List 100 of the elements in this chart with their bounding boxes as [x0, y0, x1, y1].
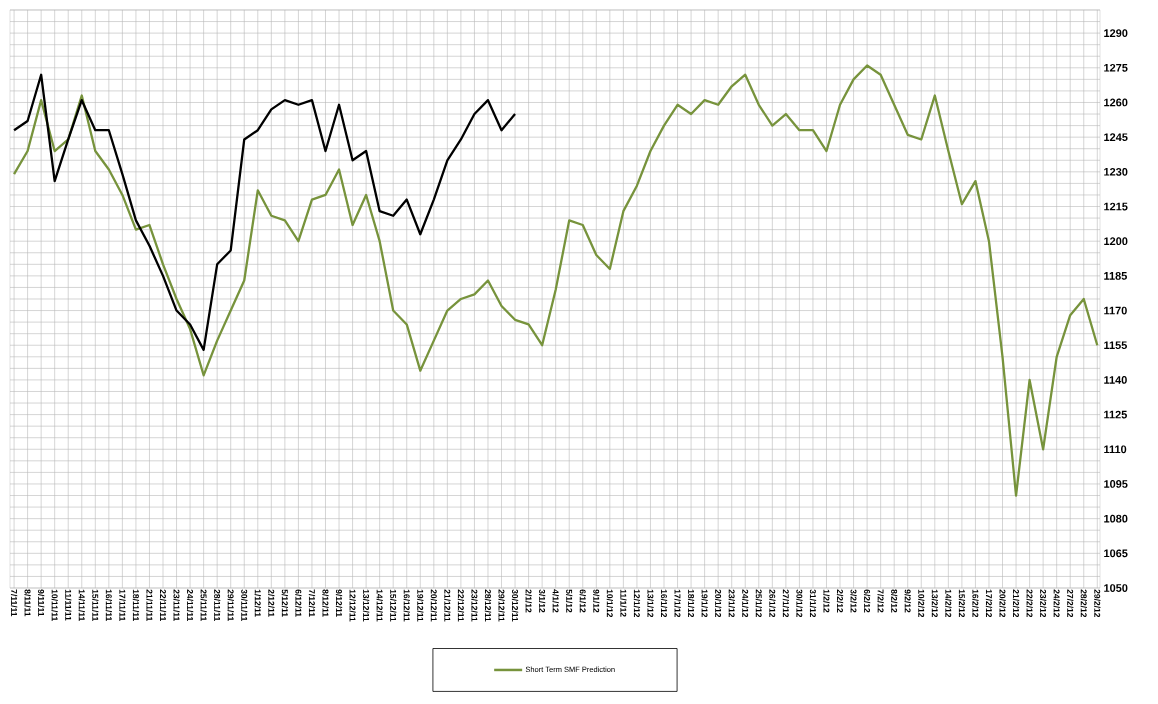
- y-tick-label: 1080: [1104, 514, 1128, 523]
- x-tick-label: 17/11/11: [119, 589, 126, 621]
- x-tick-label: 6/12/11: [295, 589, 302, 617]
- x-tick-label: 14/11/11: [78, 589, 85, 621]
- x-tick-label: 12/1/12: [633, 589, 641, 618]
- y-tick-label: 1110: [1104, 445, 1127, 454]
- x-tick-label: 9/1/12: [593, 589, 600, 613]
- x-tick-label: 1/12/11: [254, 589, 261, 617]
- x-tick-label: 31/1/12: [809, 589, 817, 618]
- x-tick-label: 27/2/12: [1067, 589, 1074, 618]
- y-tick-label: 1245: [1104, 133, 1128, 142]
- y-tick-label: 1170: [1104, 306, 1127, 315]
- x-tick-label: 15/12/11: [390, 589, 397, 622]
- x-tick-label: 8/2/12: [891, 589, 898, 613]
- x-tick-label: 25/1/12: [755, 589, 762, 618]
- x-tick-label: 3/1/12: [538, 589, 546, 613]
- x-tick-label: 11/11/11: [65, 589, 72, 621]
- x-tick-label: 16/11/11: [105, 589, 112, 621]
- x-tick-label: 30/12/11: [511, 589, 519, 622]
- x-tick-label: 16/12/11: [403, 589, 410, 622]
- x-tick-label: 20/2/12: [999, 589, 1006, 618]
- x-tick-label: 22/2/12: [1026, 589, 1033, 618]
- x-tick-label: 4/1/12: [552, 589, 559, 613]
- x-tick-label: 13/1/12: [647, 589, 654, 618]
- x-tick-label: 14/12/11: [376, 589, 383, 622]
- x-tick-label: 24/1/12: [742, 589, 749, 618]
- x-tick-label: 24/2/12: [1053, 589, 1060, 618]
- x-tick-label: 24/11/11: [186, 589, 194, 621]
- x-tick-label: 6/1/12: [579, 589, 586, 613]
- y-tick-label: 1230: [1104, 167, 1128, 176]
- x-tick-label: 10/11/11: [51, 589, 58, 621]
- y-tick-label: 1275: [1104, 63, 1128, 72]
- line-series: [12, 64, 1099, 497]
- y-tick-label: 1200: [1104, 237, 1128, 246]
- x-tick-label: 17/1/12: [674, 589, 681, 618]
- y-tick-label: 1290: [1104, 29, 1128, 37]
- x-tick-label: 9/12/11: [335, 589, 343, 617]
- y-tick-label: 1185: [1104, 272, 1127, 280]
- x-tick-label: 14/2/12: [945, 589, 952, 618]
- x-tick-label: 9/11/11: [37, 589, 45, 617]
- x-tick-label: 23/11/11: [173, 589, 180, 621]
- y-tick-label: 1140: [1104, 376, 1127, 384]
- x-tick-label: 2/12/11: [268, 589, 275, 617]
- x-tick-label: 6/2/12: [863, 589, 871, 613]
- x-tick-label: 10/2/12: [918, 589, 925, 618]
- x-tick-label: 28/2/12: [1080, 589, 1087, 618]
- x-tick-label: 21/2/12: [1012, 589, 1020, 618]
- x-tick-label: 7/11/11: [10, 589, 18, 617]
- x-tick-label: 5/1/12: [566, 589, 573, 613]
- x-tick-label: 18/1/12: [687, 589, 695, 618]
- x-tick-label: 8/11/11: [24, 589, 31, 617]
- x-tick-label: 13/2/12: [931, 589, 938, 618]
- x-tick-label: 13/12/11: [362, 589, 370, 622]
- line-series: [12, 73, 517, 352]
- x-tick-label: 1/2/12: [823, 589, 830, 613]
- x-tick-label: 29/2/12: [1094, 589, 1101, 618]
- x-tick-label: 29/12/11: [498, 589, 505, 622]
- x-tick-label: 7/12/11: [308, 589, 316, 617]
- y-tick-label: 1125: [1104, 410, 1127, 419]
- x-tick-label: 9/2/12: [904, 589, 911, 613]
- y-tick-label: 1065: [1104, 549, 1128, 558]
- y-tick-label: 1215: [1104, 202, 1128, 211]
- x-tick-label: 19/12/11: [417, 589, 424, 622]
- x-tick-label: 26/1/12: [769, 589, 776, 618]
- x-tick-label: 2/1/12: [525, 589, 532, 613]
- x-tick-label: 23/1/12: [728, 589, 735, 618]
- x-tick-label: 22/11/11: [159, 589, 167, 621]
- x-tick-label: 8/12/11: [322, 589, 329, 617]
- x-tick-label: 29/11/11: [227, 589, 234, 621]
- x-tick-label: 21/12/11: [444, 589, 451, 622]
- x-tick-label: 28/12/11: [484, 589, 492, 622]
- x-tick-label: 3/2/12: [850, 589, 857, 613]
- y-tick-label: 1260: [1104, 98, 1128, 107]
- x-tick-label: 30/11/11: [241, 589, 248, 621]
- x-tick-label: 5/12/11: [281, 589, 289, 617]
- x-tick-label: 23/12/11: [471, 589, 478, 622]
- x-tick-label: 15/2/12: [958, 589, 966, 618]
- y-tick-label: 1095: [1104, 480, 1128, 488]
- x-tick-label: 2/2/12: [836, 589, 844, 613]
- x-tick-label: 22/12/11: [457, 589, 465, 622]
- x-tick-label: 17/2/12: [985, 589, 993, 618]
- y-tick-label: 1050: [1104, 584, 1128, 592]
- x-tick-label: 25/11/11: [200, 589, 207, 621]
- x-tick-label: 7/2/12: [877, 589, 884, 613]
- x-tick-label: 10/1/12: [606, 589, 613, 618]
- x-tick-label: 12/12/11: [349, 589, 356, 622]
- x-tick-label: 19/1/12: [701, 589, 708, 618]
- y-tick-label: 1155: [1104, 341, 1127, 350]
- x-tick-label: 28/11/11: [214, 589, 221, 621]
- x-tick-label: 21/11/11: [146, 589, 153, 621]
- x-tick-label: 30/1/12: [796, 589, 803, 618]
- x-tick-label: 18/11/11: [132, 589, 140, 621]
- x-tick-label: 27/1/12: [782, 589, 790, 618]
- x-tick-label: 11/1/12: [620, 589, 627, 617]
- x-tick-label: 20/1/12: [715, 589, 722, 618]
- x-tick-label: 23/2/12: [1039, 589, 1047, 618]
- x-tick-label: 16/2/12: [972, 589, 979, 618]
- x-tick-label: 20/12/11: [430, 589, 437, 622]
- x-tick-label: 16/1/12: [660, 589, 668, 618]
- x-tick-label: 15/11/11: [92, 589, 99, 621]
